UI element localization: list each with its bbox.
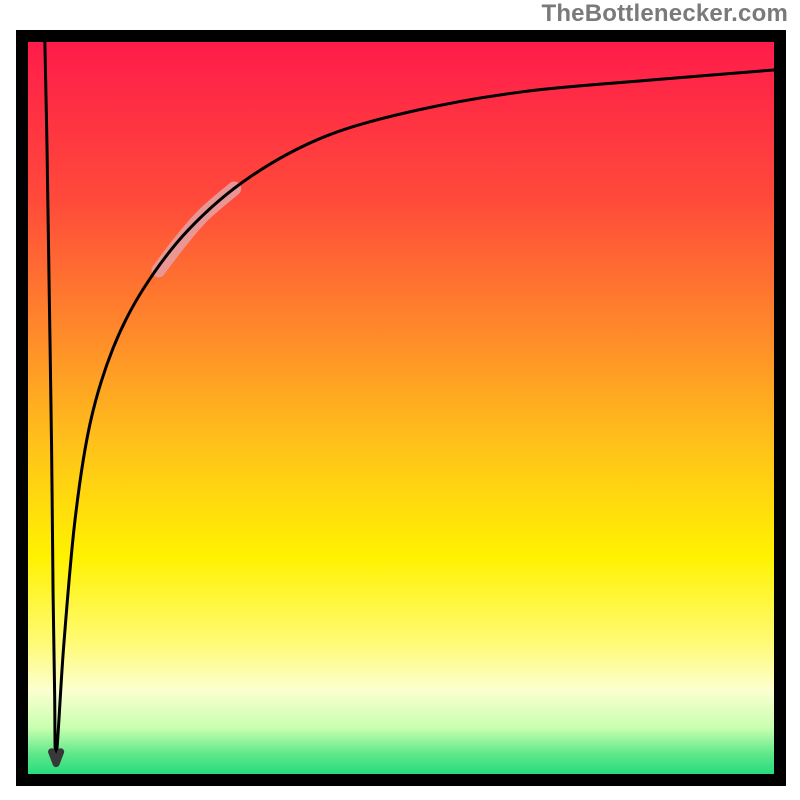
watermark-text: TheBottlenecker.com <box>541 0 788 28</box>
bottleneck-curve-chart <box>0 0 800 800</box>
chart-root: TheBottlenecker.com <box>0 0 800 800</box>
plot-background <box>22 36 780 780</box>
